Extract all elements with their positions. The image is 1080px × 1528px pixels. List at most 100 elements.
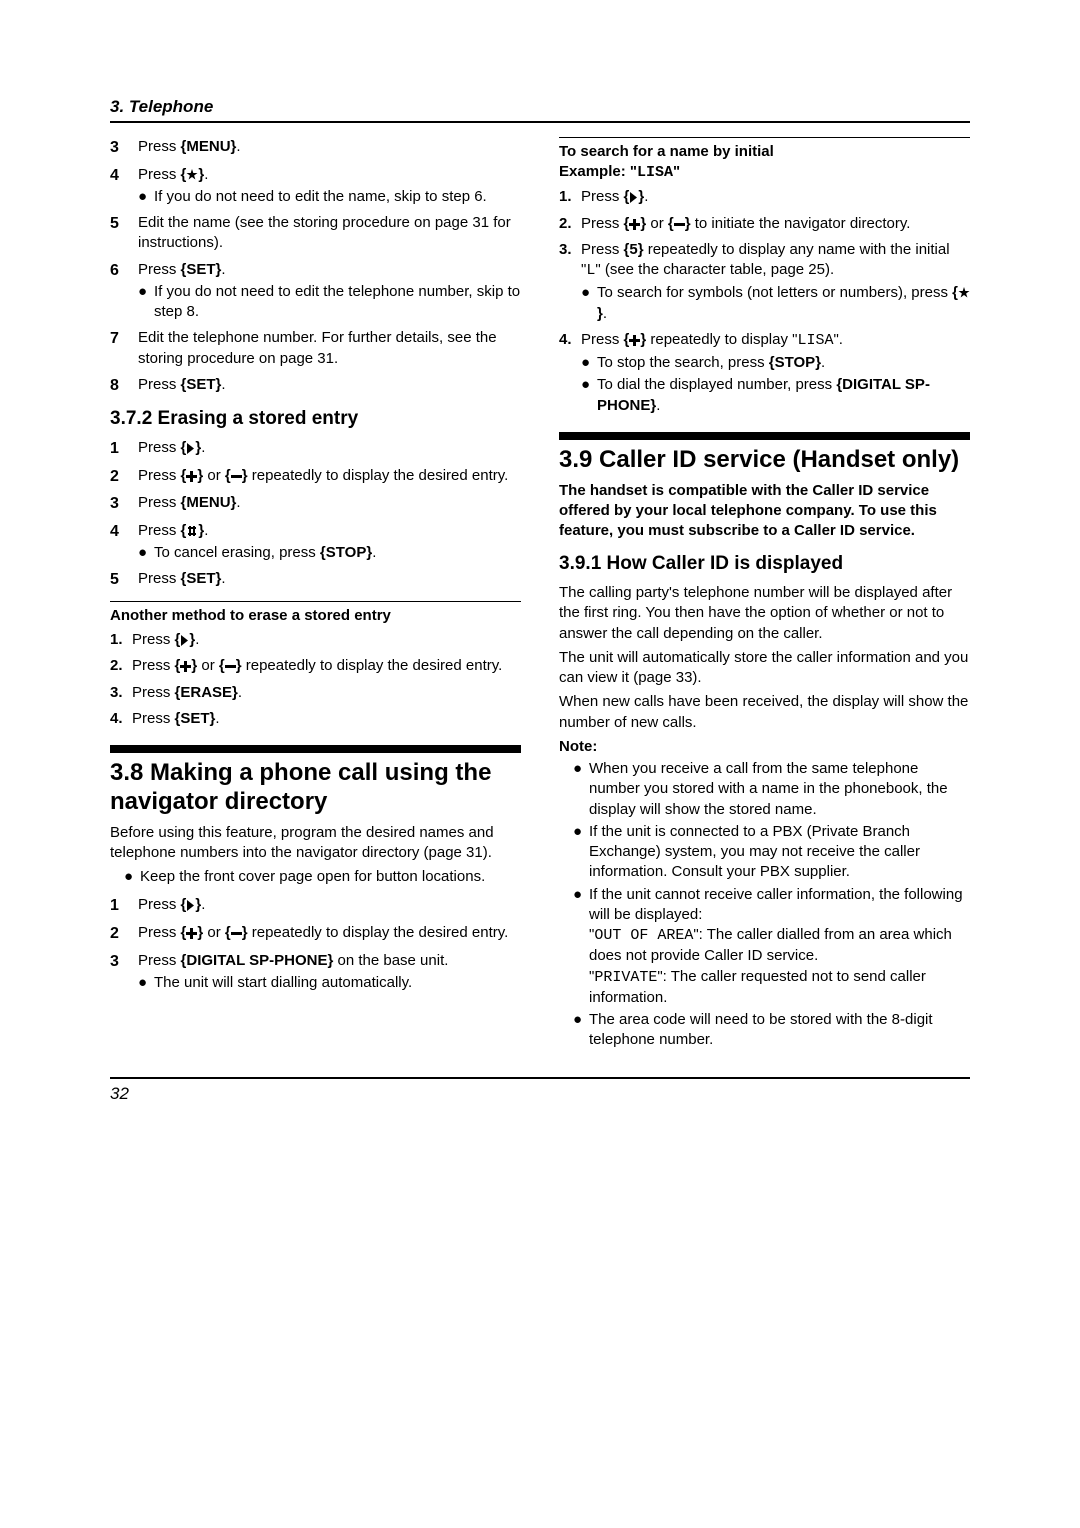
text: If the unit cannot receive caller inform… [589, 886, 963, 923]
text: Press [132, 657, 175, 674]
text: The unit will start dialling automatical… [154, 973, 521, 993]
text: To dial the displayed number, press [597, 376, 836, 393]
step-7: 7 Edit the telephone number. For further… [110, 328, 521, 369]
bracket-close: } [189, 631, 195, 648]
right-column: To search for a name by initial Example:… [559, 137, 970, 1051]
paragraph: The unit will automatically store the ca… [559, 648, 970, 689]
separator [559, 137, 970, 138]
right-arrow-icon [629, 192, 638, 203]
step-body: Press {} or {} to initiate the navigator… [581, 214, 970, 234]
text: Press [581, 331, 624, 348]
text: repeatedly to display the desired entry. [248, 924, 509, 941]
minus-icon [231, 471, 242, 482]
step-body: Press {} or {} repeatedly to display the… [138, 466, 521, 488]
text: or [203, 924, 225, 941]
bullet-icon: ● [573, 1010, 589, 1051]
sub-bullet: ● To search for symbols (not letters or … [581, 283, 970, 324]
text: Press [138, 467, 181, 484]
text: Press [581, 241, 624, 258]
bullet-icon: ● [138, 973, 154, 993]
cid-sub-heading: 3.9.1 How Caller ID is displayed [559, 551, 970, 577]
step-3: 3 Press {MENU}. [110, 137, 521, 159]
bracket-close: } [597, 305, 603, 322]
step-1: 1. Press {}. [110, 630, 521, 650]
note-label: Note: [559, 737, 970, 757]
cid-intro: The handset is compatible with the Calle… [559, 481, 970, 542]
note-bullet: ● The area code will need to be stored w… [573, 1010, 970, 1051]
chapter-title: 3. Telephone [110, 97, 213, 116]
plus-icon [186, 928, 197, 939]
key-set: SET [186, 376, 215, 393]
step-body: Press {5} repeatedly to display any name… [581, 240, 970, 324]
step-body: Press {SET}. [138, 569, 521, 591]
erase-steps: 1 Press {}. 2 Press {} or {} repeatedly … [110, 438, 521, 591]
bracket-close: } [198, 166, 204, 183]
bracket-close: } [198, 522, 204, 539]
step-number: 1. [559, 187, 581, 207]
section-divider [110, 745, 521, 753]
text: . [656, 397, 660, 414]
text: on the base unit. [333, 952, 448, 969]
text: . [236, 138, 240, 155]
mono-text: L [586, 262, 595, 279]
key-menu: MENU [186, 494, 230, 511]
text: repeatedly to display " [646, 331, 797, 348]
step-body: Press {MENU}. [138, 493, 521, 515]
sub-bullet: ● To dial the displayed number, press {D… [581, 375, 970, 416]
text: To cancel erasing, press [154, 544, 320, 561]
text: Press [138, 494, 181, 511]
key-erase: ERASE [180, 684, 232, 701]
step-body: Press {SET}. ● If you do not need to edi… [138, 260, 521, 323]
intro-paragraph: Before using this feature, program the d… [110, 823, 521, 864]
step-body: Press {ERASE}. [132, 683, 521, 703]
bullet-icon: ● [573, 759, 589, 820]
key-digital-sp-phone: DIGITAL SP-PHONE [186, 952, 327, 969]
step-number: 5 [110, 569, 138, 591]
step-number: 3. [559, 240, 581, 324]
plus-icon [186, 471, 197, 482]
text: . [221, 570, 225, 587]
text: Press [138, 522, 181, 539]
text: Press [138, 952, 181, 969]
step-number: 2 [110, 923, 138, 945]
note-bullet: ● If the unit is connected to a PBX (Pri… [573, 822, 970, 883]
step-body: Edit the telephone number. For further d… [138, 328, 521, 369]
plus-icon [180, 661, 191, 672]
mono-text: PRIVATE [594, 969, 657, 986]
text: ". [833, 331, 843, 348]
step-number: 2. [110, 656, 132, 676]
minus-icon [231, 928, 242, 939]
text: . [236, 494, 240, 511]
text: Press [132, 710, 175, 727]
step-number: 2. [559, 214, 581, 234]
step-1: 1. Press {}. [559, 187, 970, 207]
text: To stop the search, press [597, 354, 769, 371]
text: Press [138, 439, 181, 456]
text: Press [138, 896, 181, 913]
key-stop: STOP [775, 354, 816, 371]
sub-bullet: ● If you do not need to edit the name, s… [138, 187, 521, 207]
step-body: Press {SET}. [132, 709, 521, 729]
right-arrow-icon [180, 635, 189, 646]
bracket-close: } [638, 188, 644, 205]
paragraph: When new calls have been received, the d… [559, 692, 970, 733]
bullet-icon: ● [581, 375, 597, 416]
section-3-9-heading: 3.9 Caller ID service (Handset only) [559, 446, 970, 475]
text: repeatedly to display the desired entry. [248, 467, 509, 484]
text: If you do not need to edit the name, ski… [154, 187, 521, 207]
text: . [238, 684, 242, 701]
key-menu: MENU [186, 138, 230, 155]
right-arrow-icon [186, 900, 195, 911]
sub-bullet: ● To stop the search, press {STOP}. [581, 353, 970, 373]
plus-icon [629, 335, 640, 346]
text: Press [138, 166, 181, 183]
step-number: 4. [110, 709, 132, 729]
step-number: 1 [110, 438, 138, 460]
bullet-icon: ● [573, 885, 589, 1009]
key-5: 5 [629, 241, 637, 258]
text: or [646, 215, 668, 232]
minus-icon [674, 219, 685, 230]
bullet-icon: ● [573, 822, 589, 883]
mono-text: LISA [637, 164, 673, 181]
text: . [821, 354, 825, 371]
